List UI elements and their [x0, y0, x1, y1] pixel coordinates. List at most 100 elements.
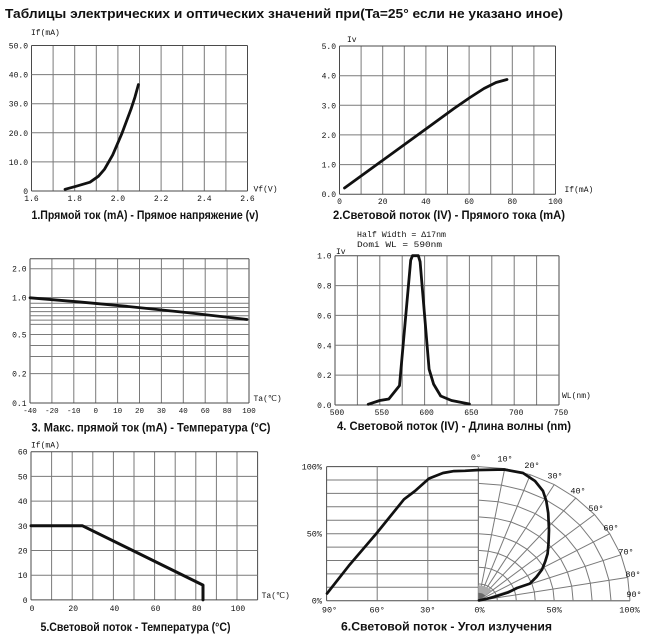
svg-text:90°: 90°	[322, 606, 337, 616]
svg-text:20: 20	[135, 408, 145, 416]
svg-text:Iv: Iv	[347, 36, 357, 45]
svg-text:4.0: 4.0	[322, 73, 337, 82]
svg-text:2.6: 2.6	[240, 195, 255, 204]
svg-text:700: 700	[509, 409, 524, 418]
svg-text:0%: 0%	[312, 597, 323, 607]
svg-text:20: 20	[378, 198, 388, 207]
svg-text:60: 60	[464, 198, 474, 207]
svg-text:50%: 50%	[547, 606, 563, 616]
svg-text:0°: 0°	[471, 453, 481, 463]
svg-text:100: 100	[231, 605, 246, 614]
svg-text:5.0: 5.0	[322, 43, 337, 52]
svg-text:40: 40	[421, 198, 431, 207]
svg-text:30°: 30°	[420, 606, 435, 616]
svg-text:60: 60	[201, 408, 211, 416]
svg-text:1.0: 1.0	[317, 253, 332, 262]
svg-text:50.0: 50.0	[9, 43, 28, 52]
svg-text:60°: 60°	[370, 606, 385, 616]
svg-text:40°: 40°	[570, 487, 585, 497]
svg-text:10.0: 10.0	[9, 159, 28, 168]
svg-text:50%: 50%	[307, 530, 323, 540]
svg-text:70°: 70°	[618, 548, 633, 558]
svg-text:If(mA): If(mA)	[31, 442, 60, 451]
svg-text:60: 60	[151, 605, 161, 614]
svg-text:2.Световой поток (IV) - Прямог: 2.Световой поток (IV) - Прямого тока (mA…	[333, 208, 565, 222]
svg-text:40.0: 40.0	[9, 72, 28, 81]
svg-text:Ta(℃): Ta(℃)	[262, 592, 290, 601]
svg-text:2.0: 2.0	[322, 132, 337, 141]
svg-text:2.0: 2.0	[111, 195, 126, 204]
svg-text:60°: 60°	[603, 524, 618, 534]
svg-text:3.0: 3.0	[322, 102, 337, 111]
svg-text:100%: 100%	[619, 606, 640, 616]
svg-text:Vf(V): Vf(V)	[254, 186, 278, 195]
svg-text:30: 30	[18, 523, 28, 532]
svg-text:40: 40	[18, 498, 28, 507]
svg-text:30°: 30°	[547, 472, 562, 482]
svg-text:100%: 100%	[302, 463, 323, 473]
svg-text:Domi WL = 590nm: Domi WL = 590nm	[357, 241, 442, 250]
svg-text:10: 10	[113, 408, 123, 416]
svg-text:0: 0	[337, 198, 342, 207]
svg-text:1.0: 1.0	[12, 295, 27, 304]
svg-text:0.8: 0.8	[317, 283, 332, 292]
svg-text:2.4: 2.4	[197, 195, 212, 204]
svg-text:550: 550	[375, 409, 390, 418]
svg-text:60: 60	[18, 449, 28, 458]
svg-text:80: 80	[192, 605, 202, 614]
svg-text:0.5: 0.5	[12, 332, 27, 341]
svg-text:0.2: 0.2	[317, 372, 332, 381]
svg-text:100: 100	[242, 408, 256, 416]
svg-text:90°: 90°	[626, 590, 641, 600]
svg-text:0.1: 0.1	[12, 400, 27, 409]
svg-text:If(mA): If(mA)	[31, 29, 60, 38]
svg-text:-20: -20	[45, 408, 59, 416]
svg-text:20: 20	[18, 548, 28, 557]
svg-text:-10: -10	[67, 408, 81, 416]
svg-text:WL(nm): WL(nm)	[562, 392, 591, 401]
svg-text:0: 0	[23, 597, 28, 606]
svg-text:2.2: 2.2	[154, 195, 169, 204]
svg-text:0.0: 0.0	[322, 191, 337, 200]
svg-text:0: 0	[93, 408, 98, 416]
svg-text:650: 650	[464, 409, 479, 418]
svg-text:1.Прямой ток (mA) - Прямое на: 1.Прямой ток (mA) - Прямое напряжение (v…	[32, 208, 259, 222]
svg-text:If(mA): If(mA)	[565, 186, 594, 195]
svg-text:0.4: 0.4	[317, 342, 332, 351]
svg-text:2.0: 2.0	[12, 266, 27, 275]
svg-text:80: 80	[223, 408, 233, 416]
svg-text:50: 50	[18, 473, 28, 482]
svg-text:50°: 50°	[588, 504, 603, 514]
svg-text:500: 500	[330, 409, 345, 418]
svg-text:0.2: 0.2	[12, 371, 27, 380]
svg-text:40: 40	[110, 605, 120, 614]
svg-text:750: 750	[554, 409, 569, 418]
svg-text:Таблицы электрических и оптиче: Таблицы электрических и оптических значе…	[5, 7, 563, 21]
svg-text:Iv: Iv	[336, 248, 346, 257]
svg-text:0%: 0%	[474, 606, 485, 616]
svg-text:10: 10	[18, 572, 28, 581]
svg-text:3. Макс. прямой ток (mA) - Тем: 3. Макс. прямой ток (mA) - Температура (…	[32, 421, 271, 435]
svg-text:100: 100	[548, 198, 563, 207]
svg-text:5.Световой поток - Температура: 5.Световой поток - Температура (°C)	[41, 620, 231, 634]
svg-text:80°: 80°	[625, 570, 640, 580]
svg-text:0.0: 0.0	[317, 402, 332, 411]
svg-text:30.0: 30.0	[9, 101, 28, 110]
svg-text:0.6: 0.6	[317, 312, 332, 321]
svg-text:40: 40	[179, 408, 189, 416]
svg-text:0: 0	[30, 605, 35, 614]
svg-text:1.8: 1.8	[67, 195, 82, 204]
svg-text:600: 600	[419, 409, 434, 418]
svg-text:10°: 10°	[497, 455, 512, 465]
svg-text:4. Световой поток (IV) - Длина: 4. Световой поток (IV) - Длина волны (nm…	[337, 419, 571, 433]
svg-text:-40: -40	[23, 408, 37, 416]
svg-text:80: 80	[507, 198, 517, 207]
svg-text:30: 30	[157, 408, 167, 416]
svg-text:1.0: 1.0	[322, 162, 337, 171]
svg-text:1.6: 1.6	[24, 195, 39, 204]
svg-text:Ta(℃): Ta(℃)	[254, 395, 282, 404]
svg-text:0: 0	[23, 188, 28, 197]
svg-text:20.0: 20.0	[9, 130, 28, 139]
svg-text:20°: 20°	[524, 461, 539, 471]
svg-text:20: 20	[68, 605, 78, 614]
